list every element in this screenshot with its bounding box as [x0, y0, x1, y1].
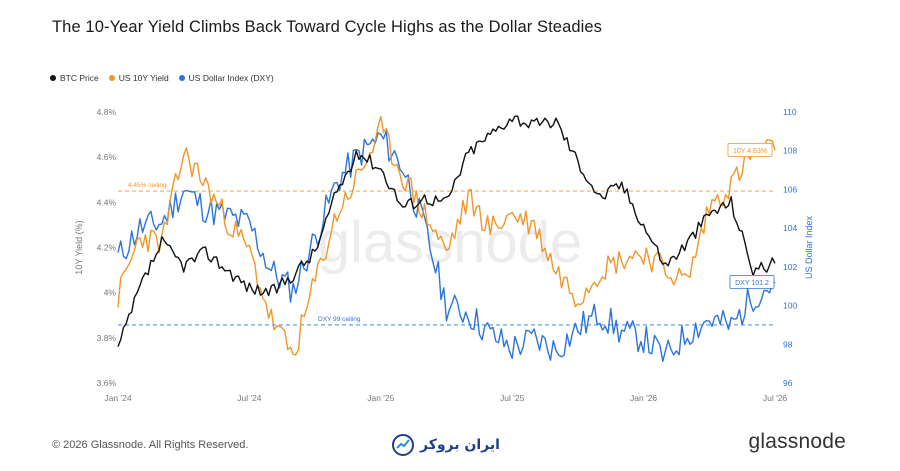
legend-label-dxy: US Dollar Index (DXY)	[188, 73, 274, 83]
y-right-tick-label: 108	[783, 146, 797, 156]
x-tick-label: Jan '26	[630, 393, 657, 403]
y-left-tick-label: 4.6%	[97, 152, 117, 162]
annotation-label-dxy: DXY 101.2	[735, 280, 769, 287]
y-right-tick-label: 100	[783, 301, 797, 311]
glassnode-logo: glassnode	[748, 430, 846, 453]
partner-logo: ایران بروکر	[392, 434, 500, 456]
annotation-label-10y: 10Y 4.63%	[733, 148, 767, 155]
y-right-tick-label: 106	[783, 184, 797, 194]
legend: BTC Price US 10Y Yield US Dollar Index (…	[50, 73, 274, 83]
y-left-axis-title: 10Y Yield (%)	[74, 220, 84, 274]
partner-name: ایران بروکر	[420, 437, 500, 453]
legend-label-10y: US 10Y Yield	[118, 73, 169, 83]
x-tick-label: Jan '24	[104, 393, 131, 403]
y-left-tick-label: 3.8%	[97, 333, 117, 343]
chart-trend-icon	[392, 434, 414, 456]
y-right-tick-label: 104	[783, 223, 797, 233]
chart-title: The 10-Year Yield Climbs Back Toward Cyc…	[52, 18, 603, 36]
y-left-tick-label: 4%	[104, 288, 117, 298]
y-right-tick-label: 96	[783, 378, 793, 388]
legend-dot-10y	[108, 75, 115, 81]
y-left-tick-label: 3.6%	[97, 378, 117, 388]
reference-line-label: 4.45% ceiling	[128, 182, 167, 189]
y-right-axis-title: US Dollar Index	[804, 215, 814, 279]
legend-item-dxy[interactable]: US Dollar Index (DXY)	[178, 73, 274, 83]
y-left-tick-label: 4.4%	[97, 197, 117, 207]
y-right-tick-label: 98	[783, 339, 793, 349]
copyright-text: © 2026 Glassnode. All Rights Reserved.	[52, 439, 249, 451]
x-tick-label: Jan '25	[367, 393, 394, 403]
y-left-tick-label: 4.2%	[97, 243, 117, 253]
series-line-dxy	[117, 130, 776, 362]
annotation-box-10y	[727, 142, 773, 157]
legend-label-btc: BTC Price	[60, 73, 99, 83]
legend-item-10y[interactable]: US 10Y Yield	[108, 73, 169, 83]
legend-dot-dxy	[178, 75, 185, 81]
legend-item-btc[interactable]: BTC Price	[50, 73, 99, 83]
series-line-btc	[117, 115, 776, 347]
series-line-us10y	[117, 115, 776, 356]
legend-dot-btc	[50, 75, 56, 81]
annotation-box-dxy	[729, 274, 775, 289]
x-tick-label: Jul '25	[500, 393, 525, 403]
reference-line-label: DXY 99 ceiling	[318, 316, 361, 323]
x-tick-label: Jul '24	[237, 393, 262, 403]
y-left-tick-label: 4.8%	[97, 107, 117, 117]
x-tick-label: Jul '26	[763, 393, 788, 403]
y-right-tick-label: 102	[783, 262, 797, 272]
y-right-tick-label: 110	[783, 107, 797, 117]
